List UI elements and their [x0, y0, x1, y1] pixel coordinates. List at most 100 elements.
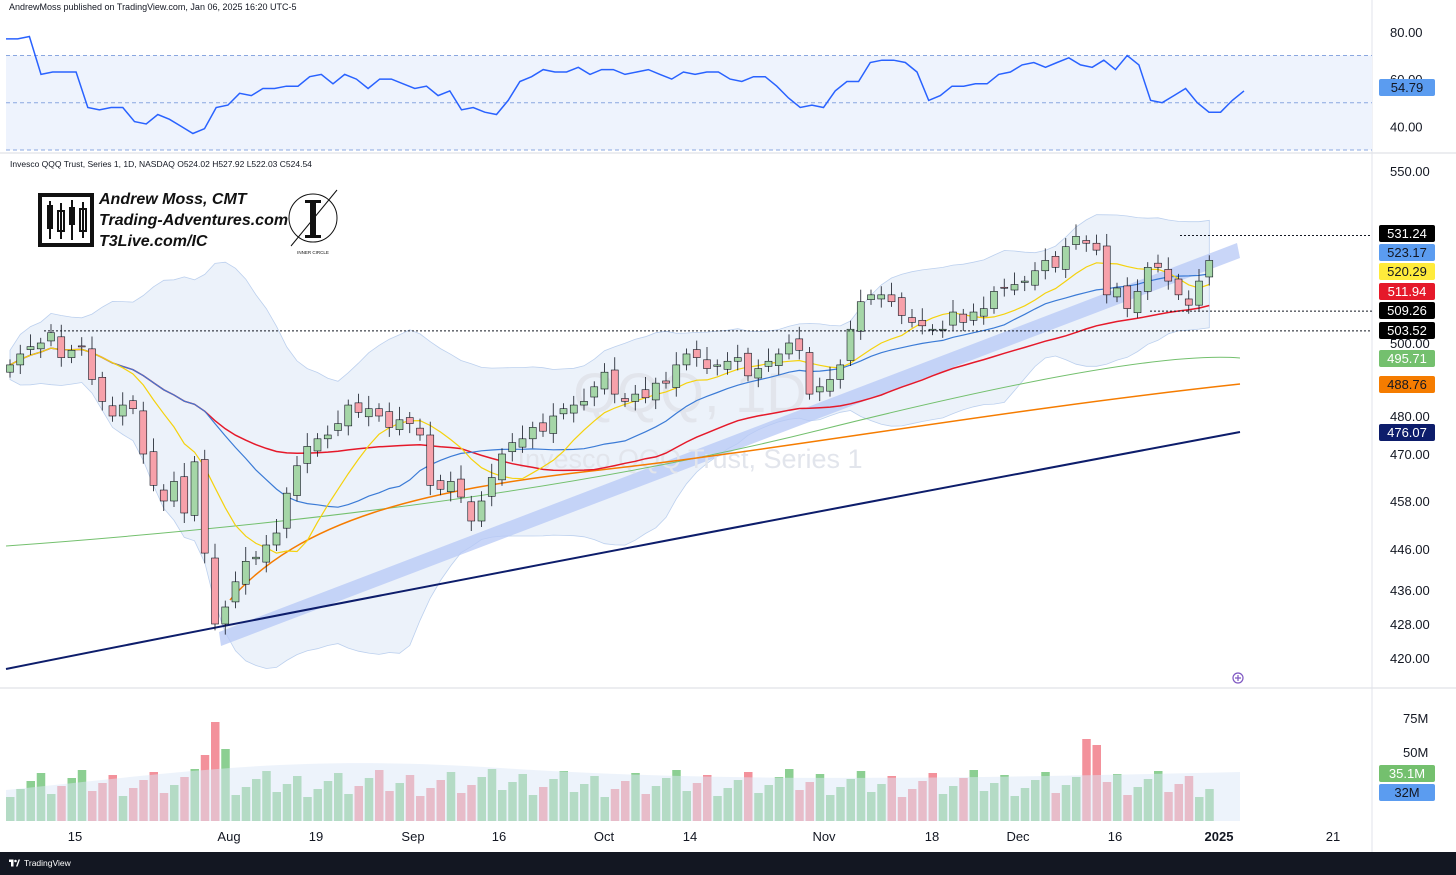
price-tag: 488.76	[1379, 376, 1435, 393]
candle-body	[651, 382, 660, 401]
candle-body	[487, 477, 496, 497]
volume-tag: 32M	[1379, 784, 1435, 801]
candle-body	[959, 313, 968, 323]
price-tick-label: 420.00	[1390, 651, 1430, 666]
price-tick-label: 500.00	[1390, 336, 1430, 351]
candle-body	[918, 319, 927, 327]
logo-text: Andrew Moss, CMT Trading-Adventures.com …	[99, 189, 288, 252]
time-tick-label: 16	[1108, 829, 1122, 844]
candle-body	[323, 434, 332, 440]
candle-body	[703, 359, 711, 369]
candle-body	[805, 352, 814, 395]
time-tick-label: Aug	[217, 829, 240, 844]
candle-body	[221, 606, 230, 625]
rsi-value-tag: 54.79	[1379, 79, 1435, 96]
price-tick-label: 470.00	[1390, 447, 1430, 462]
candle-body	[344, 404, 353, 427]
footer-brand: TradingView	[24, 858, 71, 868]
candle-body	[180, 476, 189, 514]
candle-body	[313, 438, 322, 452]
candle-body	[908, 317, 916, 323]
candle-body	[979, 308, 988, 317]
price-tag: 509.26	[1379, 302, 1435, 319]
price-tag: 503.52	[1379, 322, 1435, 339]
sma50-line	[9, 304, 1210, 472]
candle-body	[200, 459, 209, 554]
candle-body	[334, 423, 342, 431]
candle-body	[88, 348, 96, 380]
volume-tag: 35.1M	[1379, 765, 1435, 782]
candle-body	[539, 422, 547, 432]
logo-line-3: T3Live.com/IC	[99, 233, 208, 250]
time-tick-label: 19	[309, 829, 323, 844]
candle-body	[211, 557, 219, 625]
sma10-line	[9, 262, 1210, 554]
candle-body	[887, 294, 896, 303]
candle-body	[1184, 298, 1193, 306]
candle-body	[190, 461, 199, 516]
candle-body	[826, 379, 834, 392]
candle-body	[928, 328, 937, 331]
volume-tick-label: 50M	[1403, 745, 1428, 760]
candle-body	[1031, 270, 1039, 286]
candle-body	[1061, 246, 1070, 270]
time-tick-label: 15	[68, 829, 82, 844]
candle-body	[815, 386, 824, 393]
candle-body	[129, 400, 137, 410]
candle-body	[446, 481, 455, 492]
candle-body	[938, 328, 947, 331]
candle-body	[733, 357, 742, 362]
price-tick-label: 428.00	[1390, 617, 1430, 632]
candle-body	[1154, 262, 1162, 268]
candle-body	[57, 336, 66, 358]
price-tick-label: 446.00	[1390, 542, 1430, 557]
candle-body	[77, 345, 86, 348]
candle-body	[713, 364, 722, 367]
candle-body	[293, 465, 301, 496]
candle-body	[1164, 269, 1173, 282]
sma100-line	[5, 356, 1241, 547]
candle-body	[754, 368, 763, 379]
candle-body	[692, 349, 701, 358]
candle-body	[1143, 267, 1152, 292]
candle-body	[590, 386, 599, 398]
tradingview-logo-icon	[9, 859, 20, 867]
price-tick-label: 550.00	[1390, 164, 1430, 179]
candle-body	[436, 480, 445, 490]
add-marker-icon	[1232, 672, 1244, 684]
candle-body	[867, 294, 875, 300]
rsi-tick-label: 80.00	[1390, 25, 1423, 40]
candle-body	[252, 556, 260, 560]
candle-body	[6, 364, 14, 373]
publish-line: AndrewMoss published on TradingView.com,…	[9, 2, 297, 12]
candle-body	[149, 451, 158, 486]
rsi-tick-label: 40.00	[1390, 119, 1423, 134]
logo-line-2: Trading-Adventures.com	[99, 212, 289, 229]
candle-body	[856, 301, 865, 332]
sma150-line	[229, 383, 1241, 601]
price-tag: 520.29	[1379, 263, 1435, 280]
candle-body	[47, 332, 55, 342]
price-tag: 495.71	[1379, 350, 1435, 367]
time-tick-label: Sep	[401, 829, 424, 844]
time-tick-label: 2025	[1205, 829, 1234, 844]
candle-body	[282, 492, 291, 529]
candle-body	[723, 360, 732, 370]
inner-circle-icon: INNER CIRCLE	[288, 189, 338, 255]
price-tag: 476.07	[1379, 424, 1435, 441]
sma20-line	[9, 273, 1210, 508]
rsi-line	[6, 35, 1245, 135]
price-tick-label: 436.00	[1390, 583, 1430, 598]
candle-body	[897, 297, 906, 316]
candle-body	[836, 364, 845, 380]
candle-body	[262, 544, 271, 563]
sma200-line	[5, 431, 1241, 670]
candle-body	[467, 501, 476, 522]
candle-body	[16, 353, 25, 366]
candle-body	[774, 353, 783, 366]
candle-body	[682, 353, 691, 366]
candle-body	[354, 402, 363, 413]
trend-channel	[219, 243, 1240, 646]
candle-body	[631, 393, 640, 402]
